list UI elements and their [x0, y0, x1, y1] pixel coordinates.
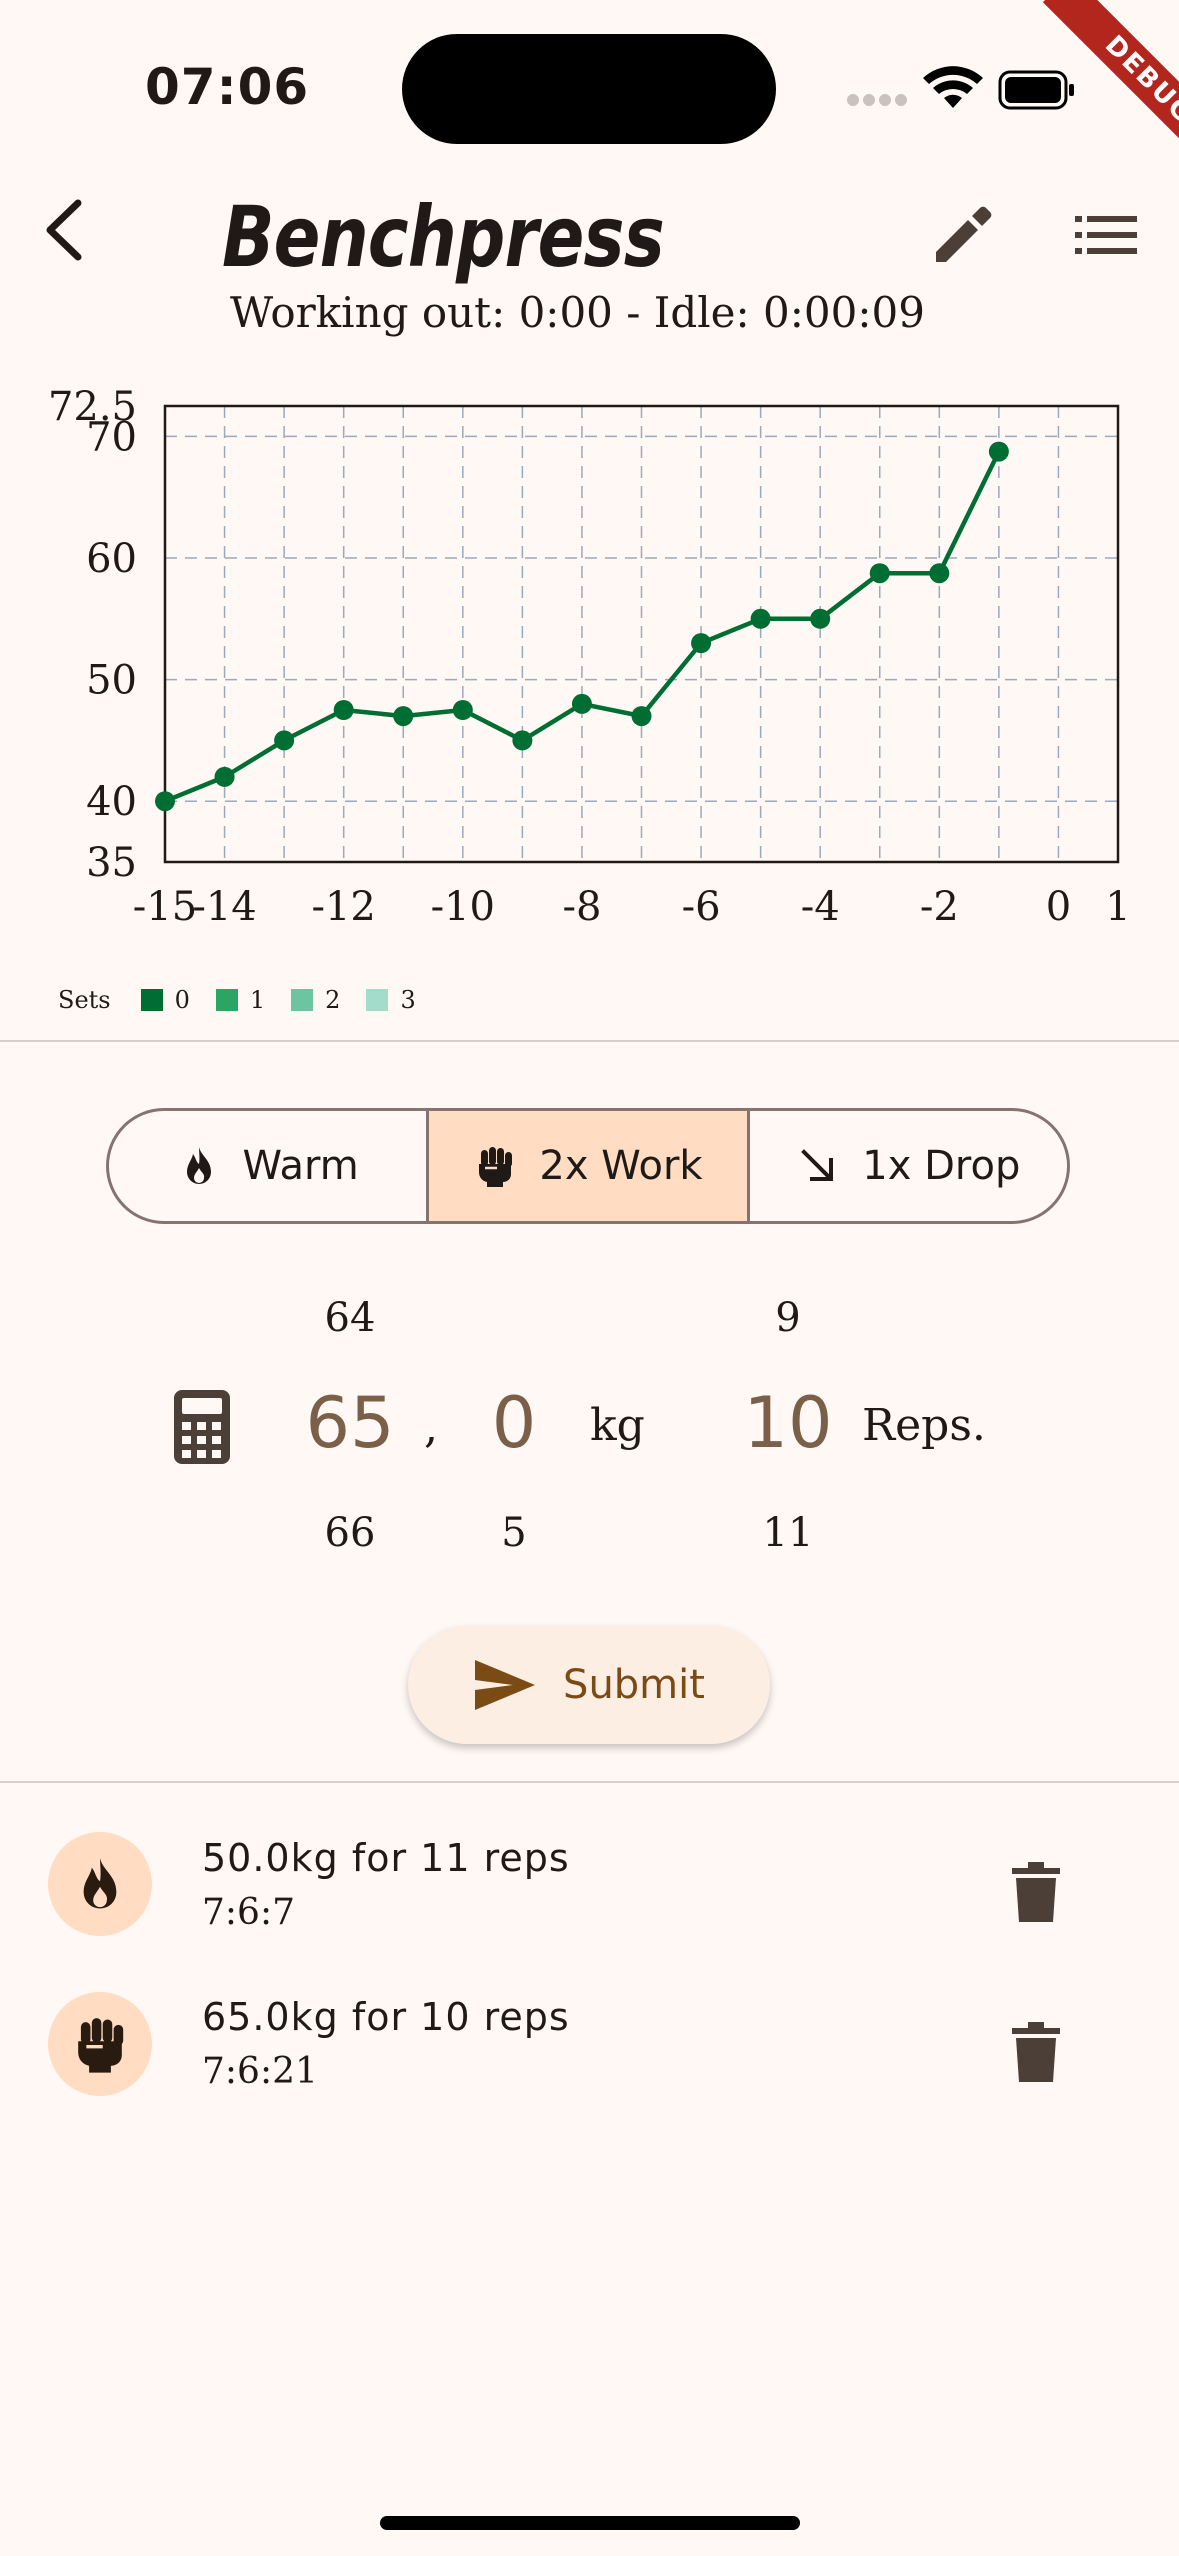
chart-legend: Sets 0 1 2 3 — [58, 985, 442, 1015]
x-tick-label: -6 — [682, 884, 721, 930]
decimal-separator: , — [424, 1402, 438, 1453]
data-point — [691, 633, 712, 654]
debug-label: DEBUG — [1042, 0, 1179, 187]
workout-timer: Working out: 0:00 - Idle: 0:00:09 — [230, 288, 925, 337]
calculator-icon[interactable] — [174, 1390, 230, 1464]
data-point — [274, 730, 295, 751]
y-tick-label: 72.5 — [48, 384, 137, 430]
legend-swatch — [366, 989, 389, 1011]
flame-icon — [83, 1858, 117, 1909]
segment-warm[interactable]: Warm — [109, 1111, 426, 1221]
fist-icon — [479, 1147, 513, 1187]
legend-swatch — [291, 989, 314, 1011]
x-tick-label: -14 — [192, 884, 256, 930]
wifi-icon — [923, 66, 983, 108]
submit-button[interactable]: Submit — [408, 1626, 770, 1744]
legend-swatch — [140, 989, 163, 1011]
reps-prev[interactable]: 9 — [775, 1295, 801, 1341]
x-tick-label: -8 — [562, 884, 601, 930]
flame-icon — [186, 1147, 211, 1184]
data-point — [571, 693, 592, 714]
reps-unit: Reps. — [862, 1400, 986, 1451]
data-point — [988, 441, 1009, 462]
data-point — [810, 608, 831, 629]
data-point — [869, 563, 890, 584]
list-icon[interactable] — [1075, 212, 1137, 258]
submit-label: Submit — [563, 1662, 705, 1708]
x-tick-label: 1 — [1105, 884, 1130, 930]
weight-int-prev[interactable]: 64 — [324, 1295, 376, 1341]
legend-swatch — [215, 989, 238, 1011]
dynamic-island — [402, 34, 776, 144]
legend-label: 1 — [249, 986, 266, 1014]
weight-unit: kg — [590, 1400, 645, 1451]
delete-icon[interactable] — [1012, 1862, 1060, 1922]
send-icon — [475, 1660, 536, 1710]
legend-item: 1 — [215, 986, 266, 1014]
debug-banner: DEBUG — [979, 0, 1179, 200]
weight-dec-value[interactable]: 0 — [491, 1382, 537, 1464]
plot-border — [163, 404, 1120, 864]
y-tick-label: 35 — [86, 840, 137, 886]
data-point — [214, 766, 235, 787]
edit-pencil-icon[interactable] — [930, 200, 996, 266]
history-avatar — [48, 1992, 152, 2096]
exercise-title: Benchpress — [222, 188, 665, 286]
status-icons — [847, 66, 1074, 110]
legend-title: Sets — [58, 986, 111, 1014]
x-tick-label: -10 — [431, 884, 495, 930]
segment-drop[interactable]: 1x Drop — [746, 1111, 1067, 1221]
legend-label: 0 — [174, 986, 190, 1014]
legend-item: 2 — [291, 986, 340, 1014]
data-point — [631, 706, 652, 727]
data-point — [452, 700, 473, 720]
weight-dec-next[interactable]: 5 — [501, 1510, 527, 1556]
y-tick-label: 50 — [86, 658, 137, 704]
x-tick-label: -4 — [801, 884, 840, 930]
x-tick-label: -15 — [133, 884, 197, 930]
weight-int-next[interactable]: 66 — [324, 1510, 376, 1556]
y-tick-label: 40 — [86, 779, 137, 825]
y-tick-label: 60 — [86, 536, 137, 582]
segment-label: 1x Drop — [862, 1143, 1021, 1189]
x-tick-label: -2 — [920, 884, 959, 930]
data-point — [393, 706, 414, 727]
history-avatar — [48, 1832, 152, 1936]
set-type-selector: Warm 2x Work 1x Drop — [106, 1108, 1070, 1224]
data-point — [155, 791, 175, 812]
data-point — [512, 730, 533, 751]
x-tick-label: 0 — [1046, 884, 1071, 930]
segment-work[interactable]: 2x Work — [426, 1111, 747, 1221]
weight-int-value[interactable]: 65 — [305, 1382, 395, 1464]
history-item-time: 7:6:7 — [202, 1892, 295, 1933]
data-point — [929, 563, 950, 584]
history-item-time: 7:6:21 — [202, 2051, 318, 2092]
data-point — [750, 608, 771, 629]
home-indicator — [380, 2516, 800, 2530]
legend-item: 3 — [366, 986, 416, 1014]
status-time: 07:06 — [145, 58, 310, 116]
segment-label: 2x Work — [539, 1143, 703, 1189]
divider — [0, 1781, 1179, 1783]
fist-icon — [78, 2018, 124, 2073]
divider — [0, 1040, 1179, 1042]
legend-item: 0 — [140, 986, 190, 1014]
y-tick-label: 70 — [86, 414, 137, 460]
history-item-title: 65.0kg for 10 reps — [202, 1995, 570, 2039]
arrow-down-right-icon — [801, 1149, 834, 1181]
history-item-title: 50.0kg for 11 reps — [202, 1836, 570, 1880]
data-point — [333, 700, 354, 720]
x-tick-label: -12 — [311, 884, 375, 930]
legend-label: 2 — [325, 986, 341, 1014]
segment-label: Warm — [242, 1143, 359, 1189]
legend-label: 3 — [400, 986, 416, 1014]
battery-icon — [998, 70, 1074, 110]
reps-value[interactable]: 10 — [743, 1382, 833, 1464]
back-arrow-icon[interactable] — [40, 195, 90, 265]
reps-next[interactable]: 11 — [762, 1510, 814, 1556]
delete-icon[interactable] — [1012, 2022, 1060, 2082]
cellular-signal-icon — [847, 94, 907, 106]
